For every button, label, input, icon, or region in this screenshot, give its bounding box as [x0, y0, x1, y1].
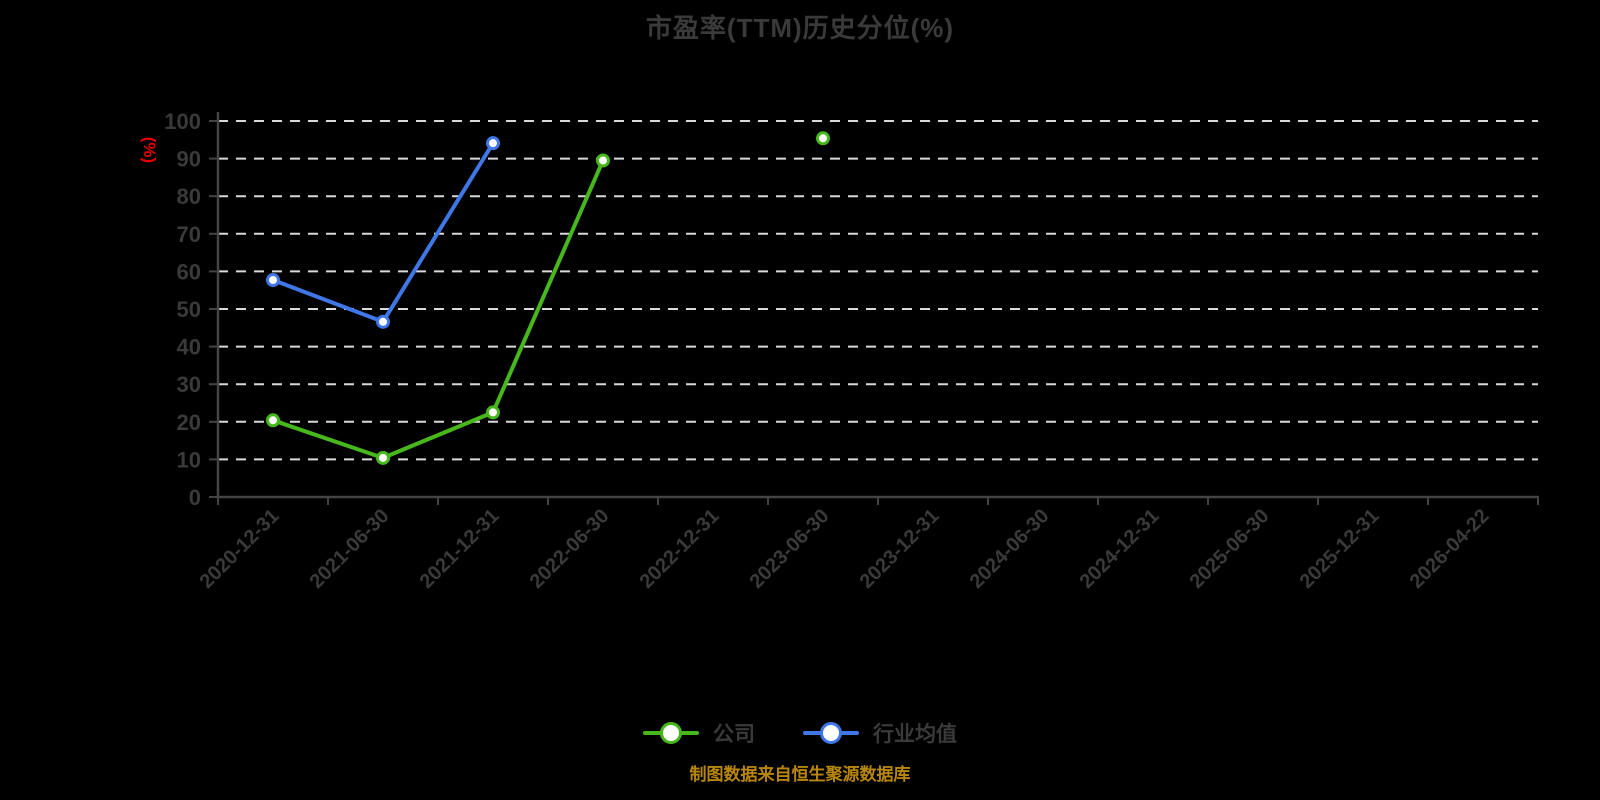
y-axis-label: 40	[177, 335, 201, 360]
x-axis-label: 2024-06-30	[966, 505, 1054, 593]
chart-title: 市盈率(TTM)历史分位(%)	[645, 13, 955, 43]
x-axis-label: 2022-06-30	[526, 505, 614, 593]
series-line-company	[271, 158, 605, 460]
x-axis-label: 2021-12-31	[416, 505, 504, 593]
legend-label: 公司	[713, 723, 755, 746]
x-axis-label: 2021-06-30	[306, 505, 394, 593]
legend-item-industry_avg[interactable]: 行业均值	[803, 718, 957, 748]
x-axis-label: 2022-12-31	[636, 505, 724, 593]
legend-marker-icon	[803, 722, 859, 744]
y-axis-label: 70	[177, 222, 201, 247]
data-point-company[interactable]	[266, 413, 280, 428]
x-axis-label: 2024-12-31	[1076, 505, 1164, 593]
data-point-company[interactable]	[486, 405, 500, 420]
y-axis-label: 90	[177, 147, 201, 172]
data-point-company[interactable]	[596, 153, 610, 168]
y-axis-label: 60	[177, 259, 201, 284]
y-axis-label: 50	[177, 297, 201, 322]
x-axis-label: 2025-12-31	[1296, 505, 1384, 593]
legend-marker-icon	[643, 722, 699, 744]
y-axis-label: 20	[177, 410, 201, 435]
data-source-note: 制图数据来自恒生聚源数据库	[689, 765, 911, 784]
y-axis-label: 100	[164, 109, 201, 134]
x-axis-label: 2026-04-22	[1406, 505, 1494, 593]
y-axis-label: 0	[189, 485, 201, 510]
legend-item-company[interactable]: 公司	[643, 718, 755, 748]
data-point-industry_avg[interactable]	[486, 136, 500, 151]
legend-label: 行业均值	[873, 723, 957, 746]
series-line-industry_avg	[271, 141, 495, 324]
chart-legend: 公司 行业均值	[0, 718, 1600, 748]
y-axis-label: 80	[177, 184, 201, 209]
data-point-industry_avg[interactable]	[266, 273, 280, 288]
x-axis-label: 2025-06-30	[1186, 505, 1274, 593]
x-axis-label: 2020-12-31	[196, 505, 284, 593]
data-point-company[interactable]	[816, 131, 830, 146]
y-axis-label: 30	[177, 372, 201, 397]
x-axis-label: 2023-06-30	[746, 505, 834, 593]
x-axis-label: 2023-12-31	[856, 505, 944, 593]
y-axis-label: 10	[177, 447, 201, 472]
data-point-company[interactable]	[376, 450, 390, 465]
data-point-industry_avg[interactable]	[376, 314, 390, 329]
